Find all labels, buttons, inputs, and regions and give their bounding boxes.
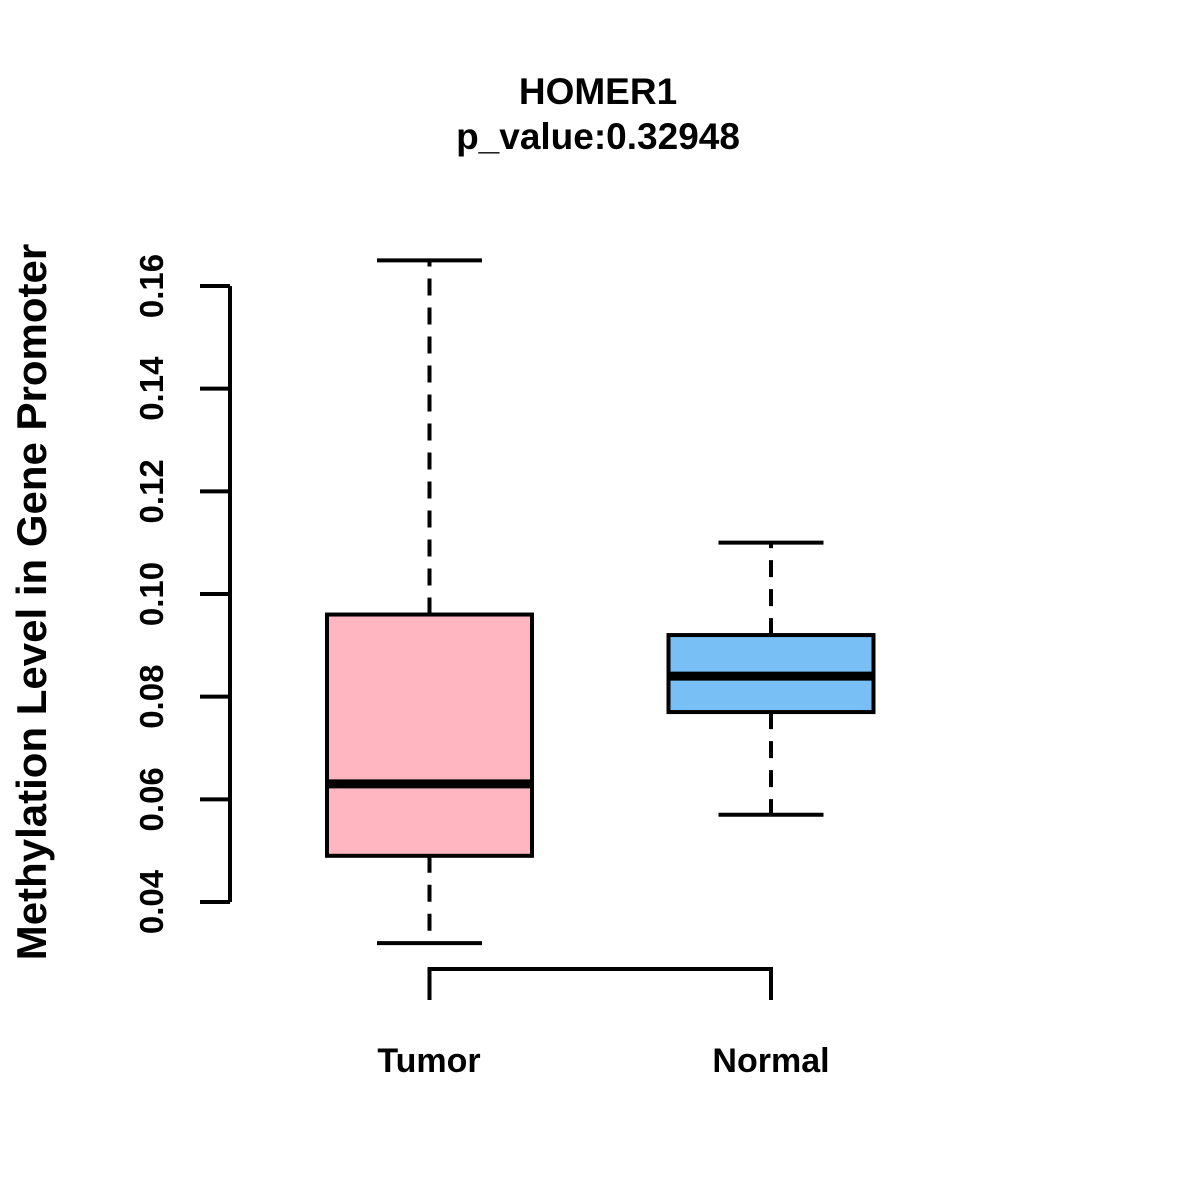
x-axis-bracket (427, 967, 773, 1000)
x-tick-label-tumor: Tumor (377, 1042, 481, 1080)
chart-subtitle-pvalue: p_value:0.32948 (456, 116, 740, 157)
chart-title: HOMER1 (518, 71, 678, 112)
y-tick-label: 0.16 (133, 254, 170, 318)
y-tick-label: 0.10 (133, 562, 170, 626)
y-tick-label: 0.04 (133, 869, 170, 934)
x-tick-label-normal: Normal (712, 1042, 830, 1080)
y-tick-label: 0.08 (133, 665, 170, 729)
y-tick-label: 0.14 (133, 356, 170, 421)
y-tick-label: 0.12 (133, 459, 170, 523)
y-tick-label: 0.06 (133, 767, 170, 831)
box-tumor (325, 612, 534, 858)
